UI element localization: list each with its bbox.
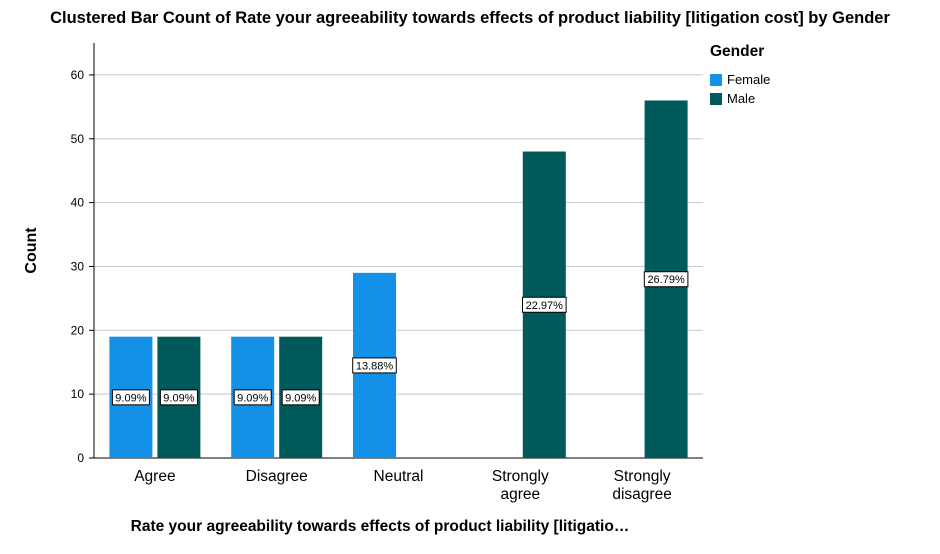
legend-item-female: Female: [710, 70, 770, 89]
legend-label-female: Female: [727, 72, 771, 87]
y-tick-label: 40: [71, 196, 85, 210]
x-tick-label: Agree: [134, 468, 175, 485]
y-tick-label: 60: [71, 68, 85, 82]
y-tick-label: 30: [71, 259, 85, 273]
x-tick-label: Strongly: [614, 468, 671, 485]
data-label: 13.88%: [356, 360, 394, 372]
data-label: 9.09%: [115, 392, 146, 404]
data-label-box: [643, 271, 689, 288]
data-label: 9.09%: [163, 392, 194, 404]
data-label: 22.97%: [526, 300, 564, 312]
data-label-box: [111, 389, 150, 406]
x-axis-label: Rate your agreeability towards effects o…: [130, 518, 630, 535]
data-label-box: [281, 389, 320, 406]
x-tick-label: disagree: [612, 486, 671, 503]
data-label-box: [159, 389, 198, 406]
y-tick-label: 0: [77, 451, 84, 465]
data-label-box: [522, 296, 567, 313]
legend-swatch-male: [710, 92, 722, 105]
data-label-box: [233, 389, 272, 406]
data-label: 9.09%: [285, 392, 316, 404]
legend: Gender Female Male: [710, 43, 770, 108]
legend-swatch-female: [710, 73, 722, 86]
legend-title: Gender: [710, 43, 765, 60]
y-axis-label: Count: [23, 227, 40, 274]
legend-item-male: Male: [710, 89, 770, 108]
data-label: 9.09%: [237, 392, 268, 404]
y-tick-label: 20: [71, 323, 85, 337]
x-tick-label: Strongly: [492, 468, 549, 485]
chart-title: Clustered Bar Count of Rate your agreeab…: [50, 9, 890, 27]
data-label: 26.79%: [647, 274, 685, 286]
x-tick-label: Disagree: [246, 468, 308, 485]
legend-label-male: Male: [727, 91, 756, 106]
data-label-box: [352, 357, 397, 374]
x-tick-label: agree: [500, 486, 540, 503]
y-tick-label: 50: [71, 132, 85, 146]
x-tick-label: Neutral: [374, 468, 424, 485]
y-tick-label: 10: [71, 387, 85, 401]
